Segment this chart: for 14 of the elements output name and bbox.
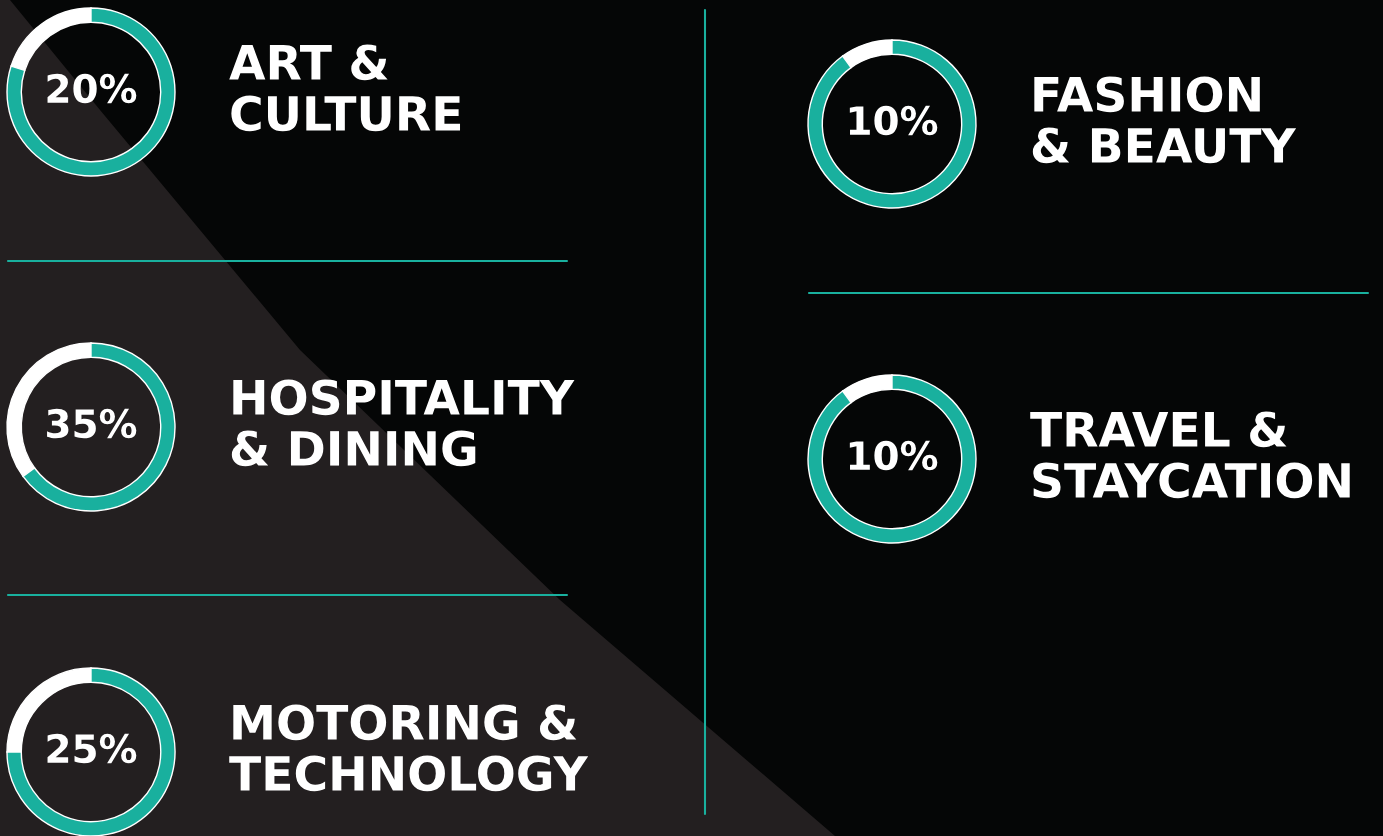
text: 10% [849,105,938,136]
text: MOTORING & TECHNOLOGY [229,704,589,792]
text: 10% [849,440,938,471]
text: HOSPITALITY & DINING [231,379,575,467]
text: 20% [47,73,137,104]
donut-slice [807,39,977,209]
donut-slice [6,667,176,836]
donut-slice [6,7,176,177]
donut-slice [807,374,977,544]
text: 35% [47,408,137,439]
text: 25% [47,733,137,764]
text: FASHION & BEAUTY [1032,76,1297,164]
text: ART & CULTURE [229,44,461,132]
text: TRAVEL & STAYCATION [1030,411,1350,499]
